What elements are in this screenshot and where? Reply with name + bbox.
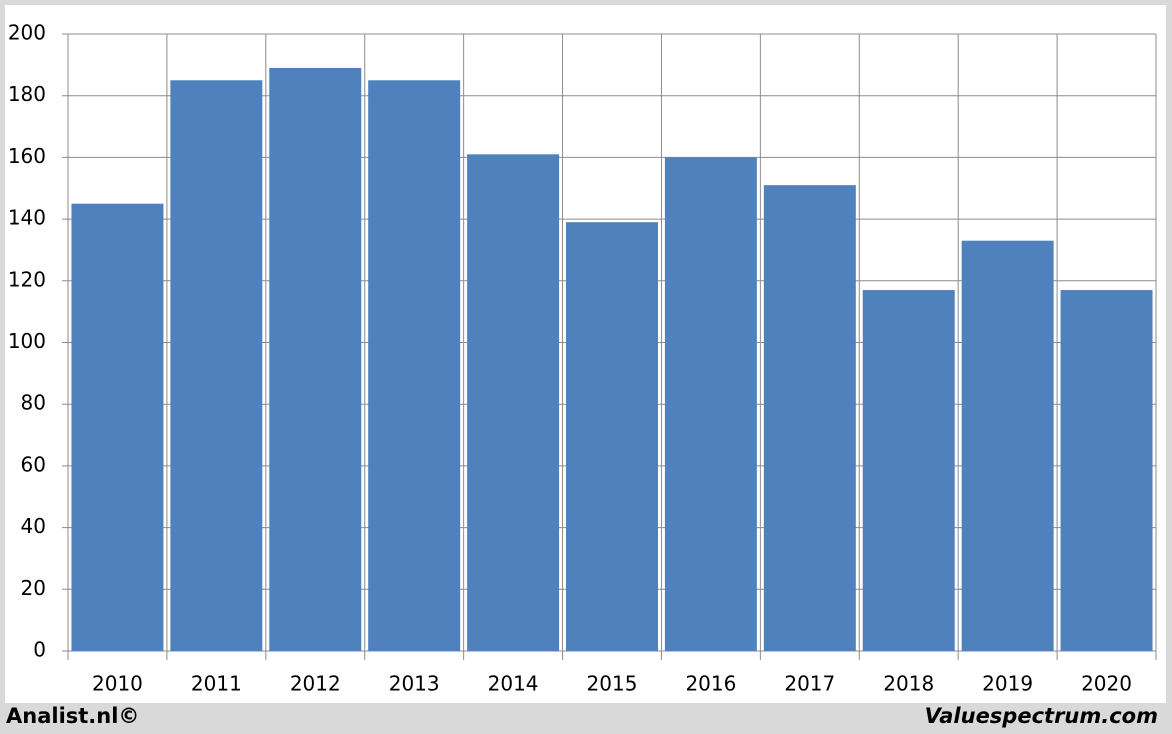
bar [763, 185, 856, 652]
y-tick-label: 0 [33, 638, 46, 662]
x-tick-label: 2013 [389, 672, 440, 696]
y-tick-label: 120 [8, 267, 46, 291]
x-tick-label: 2016 [685, 672, 736, 696]
x-tick-label: 2011 [191, 672, 242, 696]
x-tick-label: 2018 [883, 672, 934, 696]
y-tick-label: 80 [21, 391, 46, 415]
bar [862, 290, 955, 651]
x-tick-label: 2020 [1081, 672, 1132, 696]
bar [1060, 290, 1153, 651]
x-tick-label: 2012 [290, 672, 341, 696]
bar [566, 222, 658, 651]
bar [664, 157, 757, 651]
bar [269, 67, 362, 651]
y-tick-label: 140 [8, 206, 46, 230]
x-tick-label: 2014 [488, 672, 539, 696]
bar [170, 80, 263, 651]
credit-right: Valuespectrum.com [925, 704, 1158, 728]
y-tick-label: 20 [21, 576, 46, 600]
bar [368, 80, 461, 651]
y-tick-label: 100 [8, 329, 46, 353]
x-tick-label: 2019 [982, 672, 1033, 696]
bar [71, 203, 164, 652]
x-tick-label: 2017 [784, 672, 835, 696]
y-tick-label: 40 [21, 514, 46, 538]
x-tick-label: 2010 [92, 672, 143, 696]
y-tick-label: 180 [8, 82, 46, 106]
y-tick-label: 160 [8, 144, 46, 168]
bar [961, 240, 1054, 651]
y-tick-label: 200 [8, 21, 46, 45]
y-tick-label: 60 [21, 452, 46, 476]
x-tick-label: 2015 [587, 672, 638, 696]
credit-left: Analist.nl© [6, 704, 139, 728]
bar [467, 154, 560, 651]
